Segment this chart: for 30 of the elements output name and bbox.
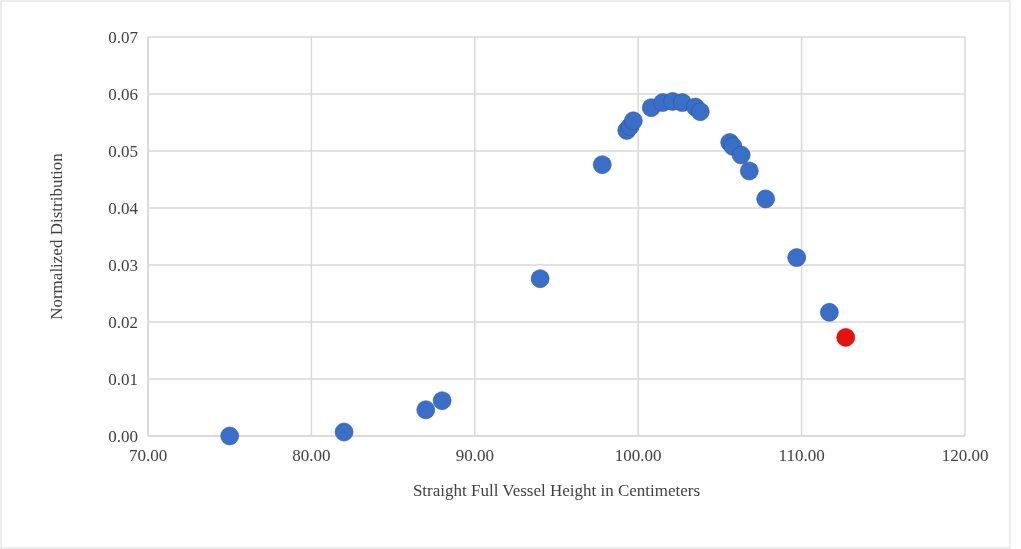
x-tick-label: 110.00	[778, 446, 825, 465]
y-tick-label: 0.04	[108, 198, 139, 218]
y-tick-label: 0.07	[108, 27, 139, 47]
x-tick-label: 80.00	[292, 446, 331, 465]
point	[416, 400, 436, 420]
point	[220, 426, 239, 446]
point	[432, 391, 452, 410]
point	[740, 161, 759, 181]
point	[836, 328, 856, 347]
point	[530, 269, 550, 288]
point	[690, 102, 710, 121]
y-tick-label: 0.01	[108, 369, 138, 389]
x-tick-label: 90.00	[455, 446, 494, 465]
point	[756, 189, 775, 209]
point	[624, 111, 643, 131]
point	[592, 155, 612, 174]
x-tick-label: 120.00	[941, 446, 989, 465]
point	[731, 145, 751, 165]
point	[787, 248, 806, 267]
y-axis-title: Normalized Distribution	[47, 152, 66, 320]
y-tick-label: 0.02	[108, 312, 138, 332]
y-tick-label: 0.06	[108, 84, 138, 104]
y-tick-label: 0.03	[108, 255, 138, 275]
point	[820, 303, 839, 322]
x-tick-label: 100.00	[614, 446, 662, 465]
x-tick-label: 70.00	[128, 446, 168, 465]
x-axis-title: Straight Full Vessel Height in Centimeters	[412, 481, 701, 500]
y-tick-label: 0.00	[108, 426, 138, 446]
y-tick-label: 0.05	[108, 141, 138, 161]
point	[334, 422, 354, 442]
